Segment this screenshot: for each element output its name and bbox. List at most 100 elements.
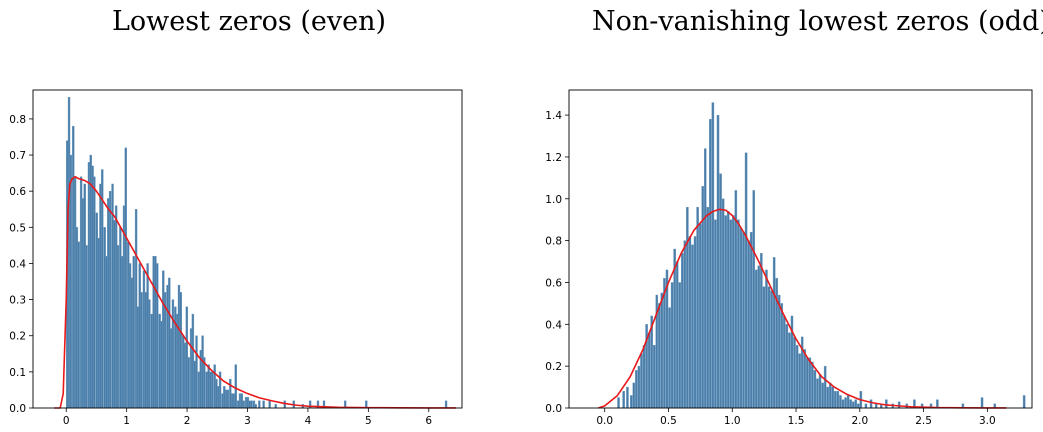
x-tick-label: 1: [123, 415, 130, 427]
histogram-bar: [660, 292, 664, 409]
histogram-bar: [670, 282, 674, 409]
histogram-bar: [195, 335, 198, 409]
histogram-bar: [711, 102, 715, 409]
histogram-bar: [1022, 395, 1026, 409]
histogram-bar: [757, 265, 761, 409]
histogram-bar: [808, 357, 812, 409]
histogram-bar: [77, 241, 80, 409]
y-tick-label: 0.8: [545, 236, 562, 248]
histogram-bar: [732, 215, 735, 409]
histogram-bar: [788, 332, 791, 409]
histogram-bar: [844, 397, 847, 409]
density-curve: [54, 175, 456, 409]
histogram-bar: [816, 378, 819, 409]
histogram-bar: [729, 219, 733, 409]
left-histogram-panel: 0 1 2 3 4 5 6 0.0 0.1 0.2 0.3 0.4 0.5 0.6 0.7 0.8: [9, 89, 463, 427]
histogram-bar: [726, 211, 730, 409]
y-tick-label: 0.6: [545, 277, 562, 289]
x-tick-label: 4: [305, 415, 312, 427]
x-tick-label: 1.0: [724, 415, 741, 427]
histogram-bar: [739, 227, 743, 409]
histogram-bar: [163, 292, 167, 409]
histogram-bar: [836, 391, 840, 409]
histogram-bar: [211, 371, 214, 409]
histogram-bar: [258, 400, 261, 409]
histogram-bar: [813, 370, 817, 409]
left-chart-title: Lowest zeros (even): [112, 6, 387, 37]
histogram-bar: [742, 232, 745, 409]
histogram-bar: [274, 404, 277, 409]
histogram-bar: [765, 269, 768, 409]
histogram-bar: [823, 365, 827, 409]
y-tick-label: 0.2: [545, 361, 562, 373]
y-tick-label: 0.0: [9, 403, 26, 415]
histogram-bar: [839, 395, 842, 409]
y-tick-label: 1.0: [545, 194, 562, 206]
histogram-bar: [851, 401, 855, 409]
histogram-bar: [688, 236, 692, 409]
y-tick-label: 0.4: [545, 319, 562, 331]
histogram-bar: [755, 269, 758, 409]
histogram-bar: [714, 219, 717, 409]
x-tick-label: 3: [244, 415, 251, 427]
histogram-bar: [793, 336, 796, 409]
histogram-bar: [698, 223, 702, 409]
histogram-bar: [737, 219, 740, 409]
x-tick-label: 3.0: [979, 415, 996, 427]
histogram-bar: [826, 386, 829, 409]
histogram-bar: [226, 389, 230, 409]
histogram-bar: [846, 395, 850, 409]
histogram-bar: [242, 400, 245, 409]
histogram-bar: [897, 401, 901, 409]
histogram-bar: [785, 324, 789, 409]
histogram-bar: [744, 152, 748, 409]
histogram-bar: [632, 382, 636, 409]
y-tick-label: 0.7: [9, 150, 26, 162]
histogram-bar: [798, 353, 801, 409]
histogram-bar: [691, 244, 694, 409]
density-curve: [598, 208, 1007, 409]
histogram-bar: [140, 292, 143, 409]
histogram-bar: [635, 370, 638, 409]
histogram-bar: [806, 357, 809, 409]
histogram-bar: [681, 252, 684, 409]
histogram-bar: [686, 206, 689, 409]
histogram-bar: [187, 357, 190, 409]
histogram-bar: [617, 397, 620, 409]
x-tick-label: 1.5: [788, 415, 805, 427]
histogram-bar: [675, 261, 679, 409]
histogram-bar: [630, 395, 633, 409]
histogram-bar: [250, 400, 253, 409]
histogram-bar: [752, 190, 755, 409]
histogram-bar: [749, 232, 753, 409]
histogram-bar: [780, 303, 784, 409]
histogram-bar: [668, 307, 671, 409]
histogram-bar: [709, 119, 712, 409]
histogram-bar: [132, 256, 135, 409]
x-tick-label: 0.0: [596, 415, 613, 427]
histogram-bar: [854, 399, 858, 409]
histogram-bar: [980, 397, 984, 409]
histogram-bar: [156, 263, 159, 409]
histogram-bar: [665, 269, 669, 409]
histogram-bar: [148, 299, 151, 409]
histogram-bar: [747, 240, 750, 409]
histogram-bar: [637, 365, 641, 409]
right-chart-title: Non-vanishing lowest zeros (odd): [592, 6, 1043, 37]
histogram-bar: [716, 114, 720, 409]
histogram-bar: [108, 190, 112, 409]
x-tick-label: 6: [425, 415, 432, 427]
y-tick-label: 0.8: [9, 114, 26, 126]
histogram-bar: [777, 294, 781, 409]
histogram-bar: [721, 198, 725, 409]
histogram-bar: [652, 345, 656, 409]
histogram-bar: [683, 240, 687, 409]
histogram-bar: [706, 206, 710, 409]
histogram-bar: [622, 391, 625, 409]
histogram-bar: [116, 245, 120, 409]
y-tick-label: 0.0: [545, 403, 562, 415]
histogram-bar: [869, 399, 873, 409]
histogram-bar: [811, 361, 814, 409]
histogram-bar: [693, 236, 697, 409]
histogram-bar: [93, 176, 96, 409]
